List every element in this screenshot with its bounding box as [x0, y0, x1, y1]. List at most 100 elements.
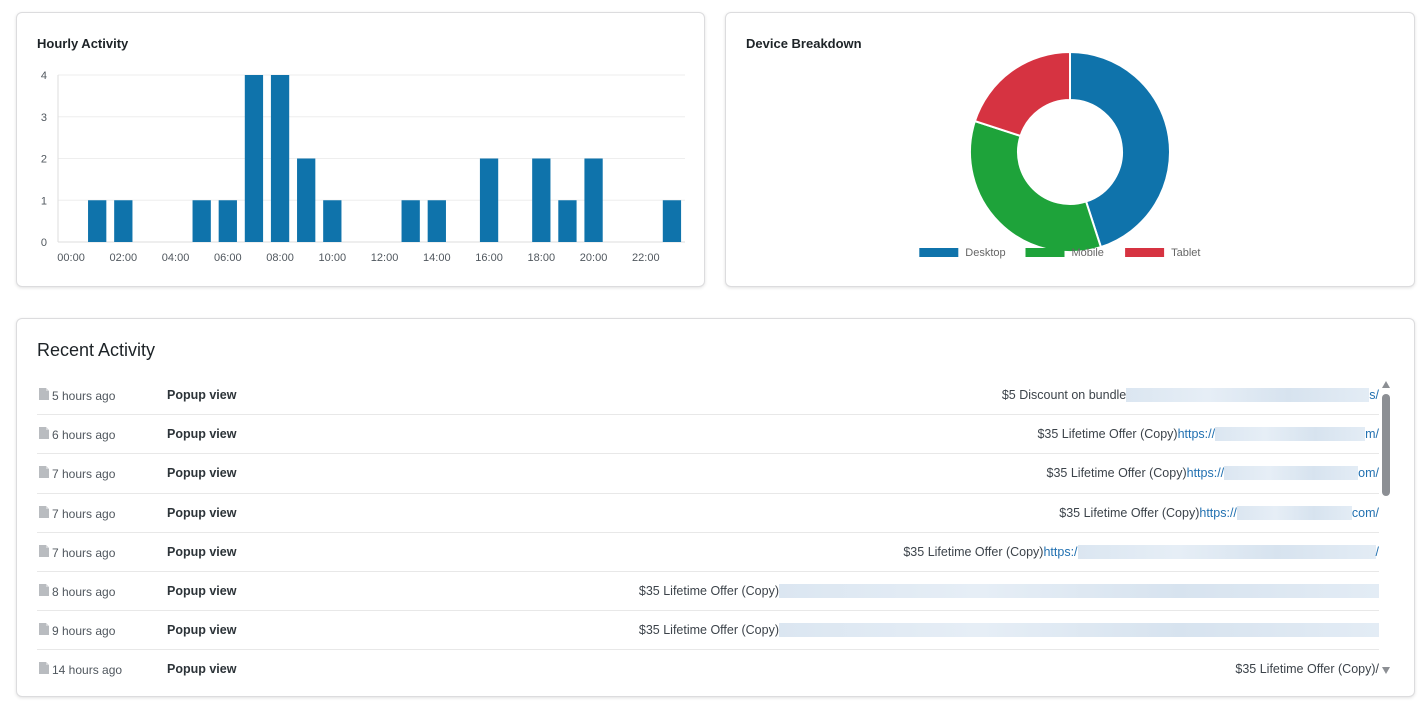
activity-url-tail[interactable]: /: [1375, 544, 1379, 559]
activity-detail: $35 Lifetime Offer (Copy) https:// m/: [1037, 427, 1379, 442]
x-tick-label: 22:00: [632, 252, 660, 264]
legend-label-mobile[interactable]: Mobile: [1072, 247, 1104, 259]
slice-tablet[interactable]: [973, 50, 1071, 138]
activity-url[interactable]: https://: [1177, 427, 1216, 442]
activity-row: 7 hours ago Popup view $35 Lifetime Offer …: [37, 454, 1379, 494]
slice-desktop[interactable]: [1069, 50, 1171, 249]
activity-row: 8 hours ago Popup view $35 Lifetime Offer …: [37, 572, 1379, 612]
hourly-activity-card: Hourly Activity 0 1 2 3 4 00:00 02:00 04:00 06:0…: [16, 12, 705, 287]
activity-popup-name: $35 Lifetime Offer (Copy): [1037, 427, 1178, 442]
document-icon: [39, 466, 49, 479]
activity-time: 7 hours ago: [52, 467, 116, 482]
activity-action: Popup view: [167, 544, 237, 559]
scroll-thumb[interactable]: [1382, 394, 1390, 496]
activity-time: 5 hours ago: [52, 389, 116, 403]
activity-row: 6 hours ago Popup view $35 Lifetime Offer …: [37, 415, 1379, 455]
x-tick-label: 02:00: [110, 252, 138, 264]
x-tick-label: 18:00: [528, 252, 556, 264]
activity-row: 7 hours ago Popup view $35 Lifetime Offer …: [37, 533, 1379, 572]
bar-19:00[interactable]: [558, 200, 577, 242]
activity-time: 8 hours ago: [52, 584, 116, 599]
scroll-down-arrow-icon[interactable]: [1382, 667, 1390, 674]
y-tick-label: 3: [41, 112, 47, 124]
document-icon: [39, 544, 49, 557]
redacted-url: [1126, 388, 1370, 402]
activity-popup-name: $5 Discount on bundle: [1001, 388, 1127, 402]
recent-activity-title: Recent Activity: [37, 340, 156, 360]
bar-23:00[interactable]: [662, 200, 682, 242]
activity-detail: $35 Lifetime Offer (Copy): [639, 623, 1379, 638]
redacted-url: [1077, 544, 1376, 559]
bar-06:00[interactable]: [218, 200, 237, 242]
activity-popup-name: $35 Lifetime Offer (Copy): [638, 583, 779, 598]
activity-time: 14 hours ago: [52, 663, 123, 678]
activity-detail: $35 Lifetime Offer (Copy) /: [1235, 662, 1379, 676]
activity-popup-name: $35 Lifetime Offer (Copy): [1046, 466, 1187, 481]
document-icon: [39, 583, 49, 596]
activity-popup-name: $35 Lifetime Offer (Copy): [903, 544, 1044, 559]
activity-url-tail[interactable]: om/: [1358, 466, 1379, 481]
redacted-url: [1236, 505, 1352, 520]
bar-07:00[interactable]: [244, 75, 264, 242]
document-icon: [39, 427, 49, 440]
device-breakdown-chart: Desktop Mobile Tablet: [919, 50, 1200, 259]
activity-url[interactable]: https://: [1186, 466, 1225, 481]
activity-detail: $35 Lifetime Offer (Copy) https:/ /: [903, 544, 1379, 559]
activity-popup-name: $35 Lifetime Offer (Copy): [1235, 662, 1376, 677]
activity-time: 7 hours ago: [52, 506, 116, 521]
x-tick-label: 20:00: [580, 252, 608, 264]
redacted-url: [1224, 466, 1359, 481]
activity-time: 7 hours ago: [52, 545, 116, 560]
y-tick-label: 2: [41, 154, 47, 166]
activity-url-tail[interactable]: m/: [1365, 427, 1379, 442]
x-tick-label: 08:00: [266, 252, 294, 264]
x-tick-label: 14:00: [423, 252, 451, 264]
document-icon: [39, 662, 49, 675]
y-tick-label: 0: [41, 237, 47, 249]
bar-20:00[interactable]: [584, 158, 603, 243]
legend-label-tablet[interactable]: Tablet: [1171, 247, 1200, 259]
x-tick-label: 06:00: [214, 252, 242, 264]
activity-time: 9 hours ago: [52, 624, 116, 639]
slice-mobile[interactable]: [969, 119, 1103, 253]
activity-url[interactable]: https:/: [1043, 544, 1078, 559]
hourly-activity-chart: 0 1 2 3 4 00:00 02:00 04:00 06:00 08:00 10:00 12:00…: [41, 70, 685, 264]
y-tick-label: 1: [41, 195, 47, 207]
legend-swatch-tablet: [1125, 248, 1165, 257]
recent-activity-card: Recent Activity 5 hours ago Popup view $5 …: [16, 318, 1415, 697]
activity-scrollbar[interactable]: [1381, 381, 1391, 681]
activity-url-tail[interactable]: /: [1375, 662, 1379, 677]
device-breakdown-card: Device Breakdown Desktop Mobile Tablet: [725, 12, 1415, 287]
activity-row: 14 hours ago Popup view $35 Lifetime Offer…: [37, 650, 1379, 689]
bar-05:00[interactable]: [192, 200, 211, 242]
hourly-activity-title: Hourly Activity: [37, 36, 129, 51]
activity-url[interactable]: https://: [1199, 505, 1237, 520]
activity-url-tail[interactable]: com/: [1351, 505, 1379, 520]
legend-swatch-mobile: [1025, 248, 1065, 257]
bar-18:00[interactable]: [532, 158, 551, 243]
activity-detail: $35 Lifetime Offer (Copy) https:// om/: [1046, 466, 1379, 481]
activity-popup-name: $35 Lifetime Offer (Copy): [1059, 505, 1200, 520]
activity-list: 5 hours ago Popup view $5 Discount on bund…: [37, 376, 1379, 690]
bar-01:00[interactable]: [88, 200, 107, 242]
activity-action: Popup view: [167, 505, 237, 520]
document-icon: [39, 505, 49, 518]
document-icon: [39, 388, 49, 400]
bar-14:00[interactable]: [427, 200, 446, 242]
bar-10:00[interactable]: [323, 200, 342, 242]
bar-16:00[interactable]: [479, 158, 499, 243]
activity-time: 6 hours ago: [52, 428, 116, 443]
device-breakdown-title: Device Breakdown: [746, 36, 862, 51]
activity-url-tail[interactable]: s/: [1369, 388, 1379, 402]
legend-label-desktop[interactable]: Desktop: [965, 247, 1005, 259]
activity-detail: $35 Lifetime Offer (Copy): [638, 583, 1379, 598]
x-tick-label: 12:00: [371, 252, 399, 264]
bar-13:00[interactable]: [401, 200, 420, 242]
scroll-up-arrow-icon[interactable]: [1382, 381, 1390, 388]
bar-02:00[interactable]: [114, 200, 133, 242]
activity-row: 5 hours ago Popup view $5 Discount on bund…: [37, 376, 1379, 416]
legend-swatch-desktop: [919, 248, 959, 257]
bar-09:00[interactable]: [297, 158, 316, 243]
activity-action: Popup view: [167, 623, 237, 638]
bar-08:00[interactable]: [270, 75, 290, 242]
